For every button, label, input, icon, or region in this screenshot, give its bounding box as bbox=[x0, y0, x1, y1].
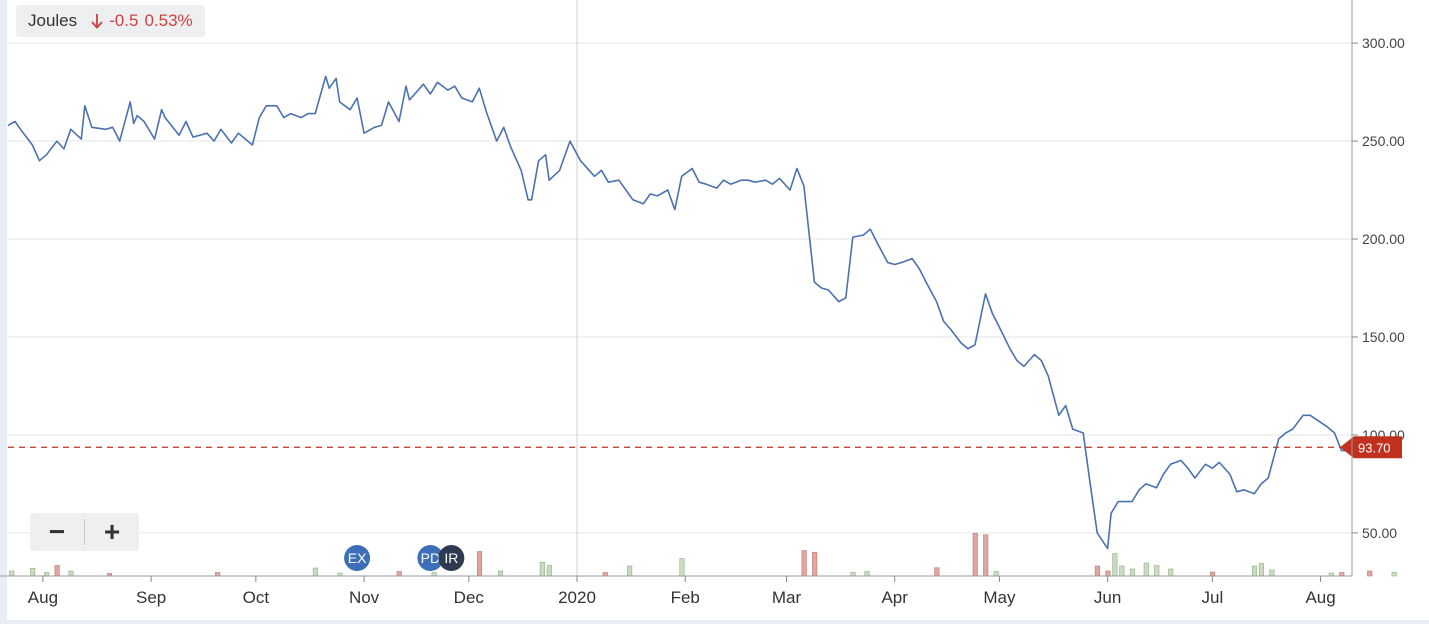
ticker-name: Joules bbox=[28, 11, 78, 30]
x-tick-label: Feb bbox=[671, 588, 700, 607]
current-price-label: 93.70 bbox=[1358, 440, 1391, 455]
volume-bar bbox=[850, 571, 856, 577]
volume-bar bbox=[1269, 569, 1275, 577]
event-marker-ir[interactable]: IR bbox=[438, 545, 465, 571]
price-change-percent: 0.53% bbox=[144, 11, 193, 30]
y-tick-label: 150.00 bbox=[1362, 329, 1405, 345]
volume-bar bbox=[1154, 565, 1160, 577]
y-tick-label: 250.00 bbox=[1362, 133, 1405, 149]
left-edge-bar bbox=[0, 0, 7, 624]
x-tick-label: Oct bbox=[243, 588, 270, 607]
volume-bar bbox=[1391, 571, 1397, 577]
volume-bar bbox=[679, 558, 685, 577]
y-tick-label: 200.00 bbox=[1362, 231, 1405, 247]
x-tick-label: Sep bbox=[136, 588, 166, 607]
bottom-edge-bar bbox=[0, 620, 1429, 624]
volume-bar bbox=[215, 572, 221, 577]
arrow-down-icon bbox=[91, 14, 103, 29]
volume-bar bbox=[993, 571, 999, 577]
volume-bar bbox=[476, 551, 483, 577]
volume-bar bbox=[1251, 565, 1258, 577]
volume-bar bbox=[539, 561, 545, 577]
zoom-in-button[interactable]: + bbox=[103, 516, 121, 547]
volume-bar bbox=[1210, 571, 1216, 577]
volume-bar bbox=[431, 572, 437, 577]
volume-bar bbox=[1129, 568, 1135, 577]
volume-bar bbox=[627, 565, 633, 577]
event-marker-pd[interactable]: PD bbox=[417, 545, 444, 571]
x-tick-label: Dec bbox=[454, 588, 485, 607]
zoom-divider bbox=[84, 519, 85, 545]
price-change: -0.5 0.53% bbox=[91, 11, 193, 31]
volume-bar bbox=[812, 551, 818, 577]
event-marker-label[interactable]: EX bbox=[348, 550, 367, 566]
x-tick-label: Jul bbox=[1201, 588, 1223, 607]
price-change-value: -0.5 bbox=[109, 11, 139, 30]
volume-bar bbox=[54, 565, 60, 577]
event-marker-circle[interactable] bbox=[417, 545, 444, 571]
volume-bar bbox=[312, 567, 319, 577]
volume-bar bbox=[1143, 562, 1149, 577]
x-tick-label: Mar bbox=[772, 588, 802, 607]
event-marker-circle[interactable] bbox=[344, 545, 371, 571]
volume-bar bbox=[983, 534, 989, 577]
volume-bar bbox=[396, 571, 402, 577]
volume-bar bbox=[934, 567, 940, 577]
x-tick-label: Nov bbox=[349, 588, 380, 607]
volume-bar bbox=[1094, 565, 1100, 577]
current-price-marker bbox=[1340, 436, 1402, 459]
volume-bar bbox=[864, 571, 870, 577]
x-tick-label: Aug bbox=[28, 588, 58, 607]
x-tick-label: Apr bbox=[881, 588, 908, 607]
volume-bar bbox=[801, 550, 807, 577]
x-tick-label: Jun bbox=[1094, 588, 1121, 607]
zoom-controls: − + bbox=[30, 513, 139, 551]
y-tick-label: 50.00 bbox=[1362, 525, 1397, 541]
volume-bar bbox=[1258, 563, 1265, 577]
volume-bar bbox=[68, 570, 74, 577]
volume-bar bbox=[44, 572, 50, 577]
x-tick-label: 2020 bbox=[558, 588, 596, 607]
x-tick-label: May bbox=[983, 588, 1016, 607]
volume-bar bbox=[9, 570, 15, 577]
volume-bar bbox=[602, 572, 608, 577]
event-marker-label[interactable]: IR bbox=[444, 550, 458, 566]
price-line bbox=[7, 75, 1352, 550]
volume-bar bbox=[1168, 568, 1174, 577]
zoom-out-button[interactable]: − bbox=[48, 516, 66, 547]
volume-bar bbox=[1339, 572, 1345, 577]
volume-bar bbox=[30, 567, 36, 577]
volume-bar bbox=[1367, 570, 1373, 577]
volume-bar bbox=[1105, 570, 1111, 577]
event-marker-circle[interactable] bbox=[438, 545, 465, 571]
volume-bar bbox=[972, 532, 978, 577]
volume-bar bbox=[497, 570, 504, 577]
x-tick-label: Aug bbox=[1305, 588, 1335, 607]
volume-bar bbox=[546, 565, 552, 577]
y-tick-label: 300.00 bbox=[1362, 35, 1405, 51]
volume-bar bbox=[1119, 565, 1125, 577]
ticker-summary: Joules -0.5 0.53% bbox=[16, 5, 205, 37]
event-marker-ex[interactable]: EX bbox=[344, 545, 371, 571]
volume-bar bbox=[1112, 553, 1118, 577]
event-marker-label[interactable]: PD bbox=[421, 550, 440, 566]
